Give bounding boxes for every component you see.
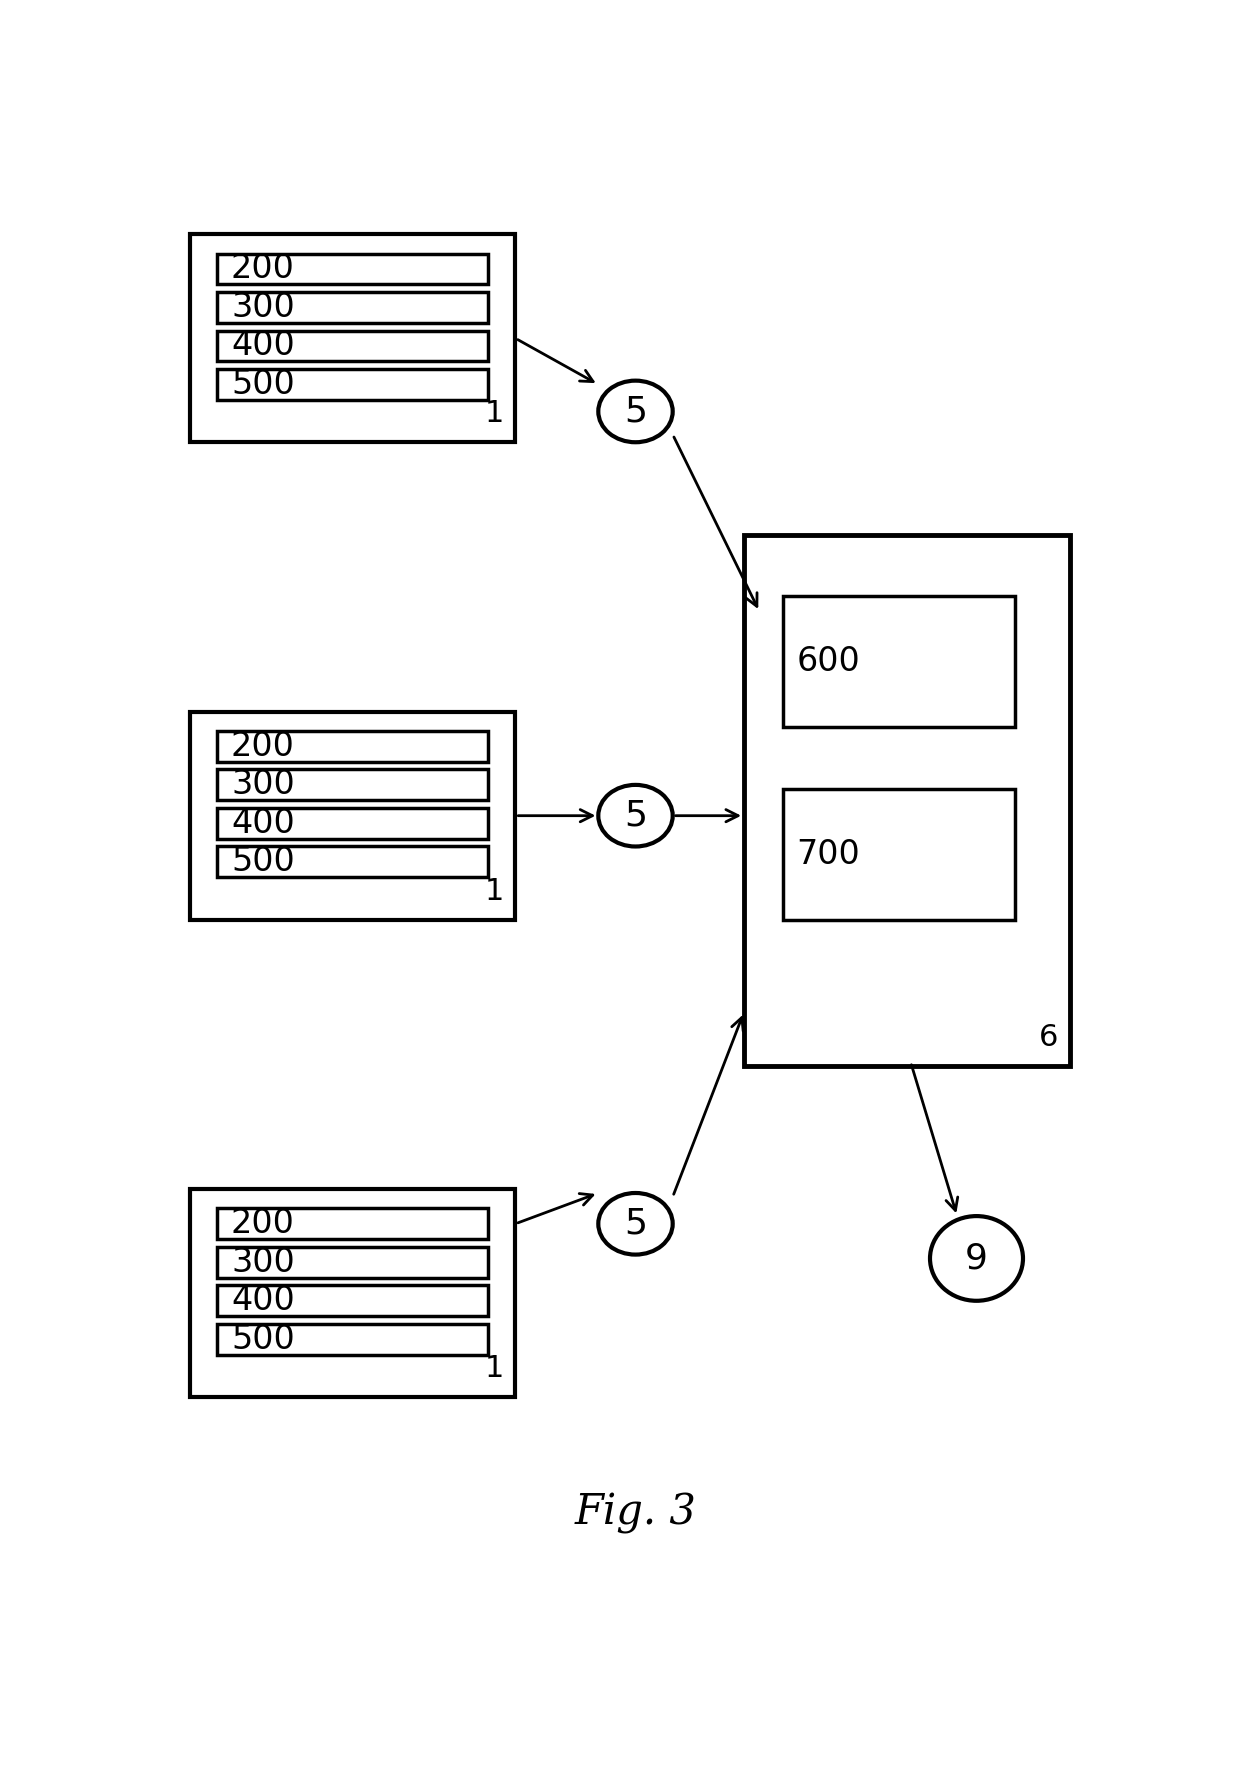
Ellipse shape bbox=[598, 784, 672, 847]
Ellipse shape bbox=[598, 380, 672, 443]
Bar bbox=[217, 847, 489, 877]
Bar bbox=[744, 534, 1069, 1066]
Bar bbox=[217, 254, 489, 284]
Bar bbox=[217, 1286, 489, 1316]
Bar bbox=[782, 789, 1016, 920]
Text: 500: 500 bbox=[231, 845, 295, 879]
Text: 1: 1 bbox=[485, 400, 503, 429]
Text: 5: 5 bbox=[624, 1207, 647, 1241]
Text: 400: 400 bbox=[231, 807, 295, 839]
Bar bbox=[217, 370, 489, 400]
Text: 1: 1 bbox=[485, 877, 503, 906]
Text: 1: 1 bbox=[485, 1354, 503, 1382]
Bar bbox=[217, 770, 489, 800]
Bar bbox=[782, 597, 1016, 727]
Ellipse shape bbox=[930, 1216, 1023, 1300]
Bar bbox=[217, 1323, 489, 1356]
Text: 6: 6 bbox=[1039, 1023, 1058, 1052]
Text: 300: 300 bbox=[231, 1247, 295, 1279]
Text: 700: 700 bbox=[797, 838, 861, 872]
Text: 400: 400 bbox=[231, 1284, 295, 1318]
Bar bbox=[217, 1247, 489, 1277]
Bar bbox=[217, 330, 489, 361]
Text: 5: 5 bbox=[624, 395, 647, 429]
Text: 500: 500 bbox=[231, 1323, 295, 1356]
Bar bbox=[190, 234, 516, 443]
Text: 200: 200 bbox=[231, 1207, 295, 1239]
Bar bbox=[190, 1189, 516, 1397]
Bar bbox=[217, 293, 489, 323]
Ellipse shape bbox=[598, 1193, 672, 1254]
Bar bbox=[217, 730, 489, 763]
Text: 200: 200 bbox=[231, 252, 295, 286]
Bar bbox=[217, 807, 489, 839]
Text: 400: 400 bbox=[231, 329, 295, 363]
Text: 5: 5 bbox=[624, 798, 647, 832]
Bar bbox=[190, 713, 516, 920]
Text: 9: 9 bbox=[965, 1241, 988, 1275]
Text: 300: 300 bbox=[231, 768, 295, 802]
Text: 500: 500 bbox=[231, 368, 295, 402]
Text: 200: 200 bbox=[231, 730, 295, 763]
Text: 600: 600 bbox=[797, 645, 861, 679]
Text: Fig. 3: Fig. 3 bbox=[574, 1491, 697, 1534]
Text: 300: 300 bbox=[231, 291, 295, 323]
Bar bbox=[217, 1209, 489, 1239]
